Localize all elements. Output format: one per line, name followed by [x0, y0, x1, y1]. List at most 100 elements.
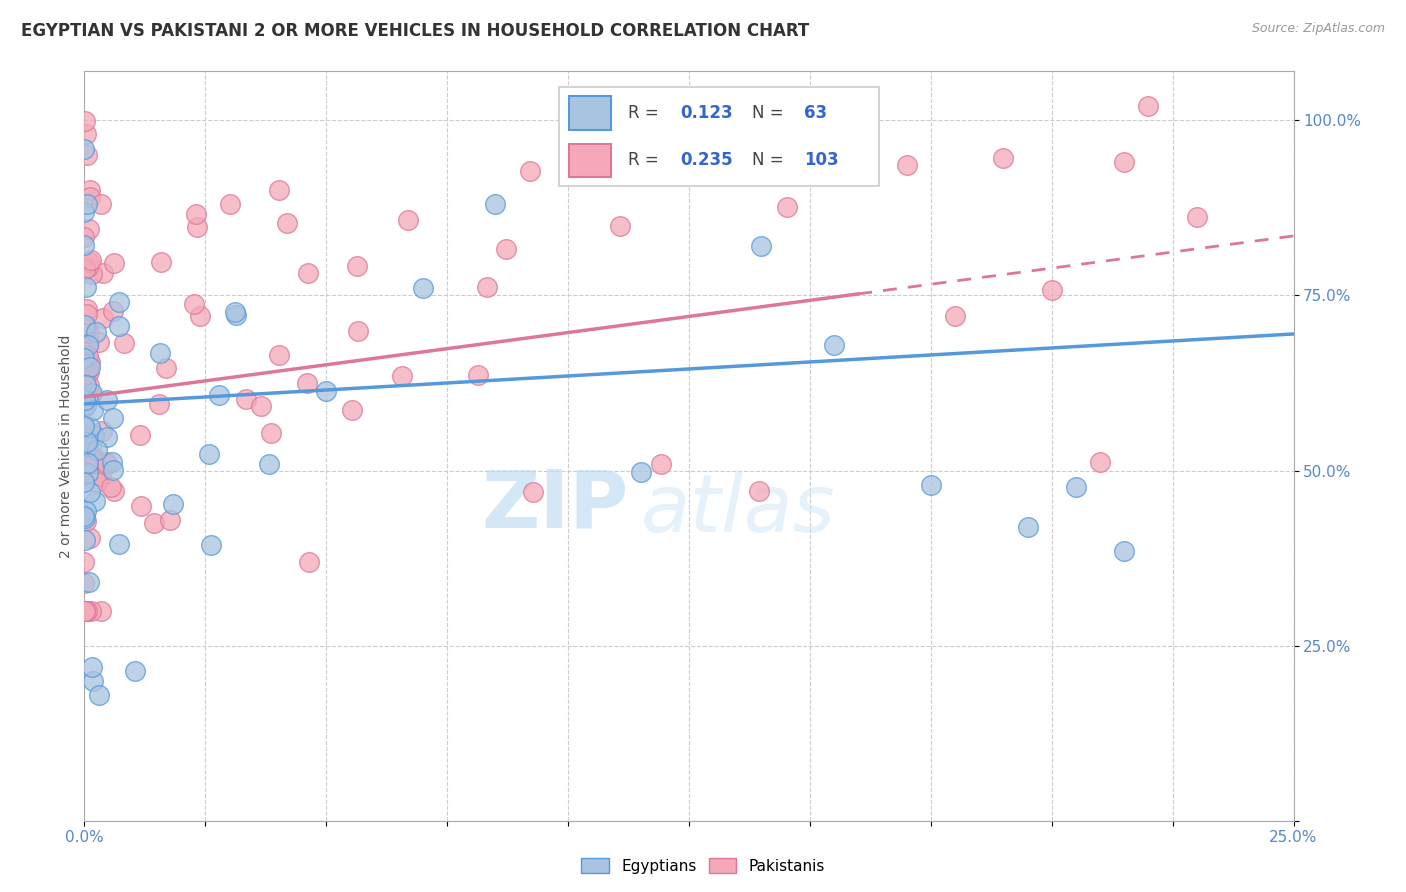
Point	[257, 458, 280, 472]
Point	[79, 359, 101, 374]
Point	[84, 326, 107, 340]
Point	[103, 462, 125, 476]
Point	[73, 555, 96, 569]
Point	[90, 197, 112, 211]
Point	[75, 603, 97, 617]
Point	[124, 665, 146, 679]
Point	[475, 280, 498, 294]
Point	[73, 533, 96, 547]
Point	[823, 338, 845, 352]
Point	[73, 391, 96, 405]
Point	[73, 143, 96, 157]
Point	[235, 392, 257, 406]
Point	[82, 403, 104, 417]
Point	[90, 469, 112, 483]
Point	[76, 301, 98, 316]
Point	[80, 425, 103, 440]
Point	[269, 348, 291, 362]
Point	[75, 376, 97, 391]
Point	[79, 253, 101, 268]
Point	[391, 369, 413, 384]
Point	[75, 365, 97, 379]
Point	[315, 384, 337, 399]
Point	[73, 113, 96, 128]
Point	[776, 200, 799, 214]
Point	[75, 280, 97, 294]
Point	[76, 260, 98, 275]
Point	[79, 484, 101, 499]
Point	[82, 267, 104, 281]
Point	[77, 338, 100, 352]
Point	[150, 255, 173, 269]
Point	[484, 197, 506, 211]
Point	[107, 318, 129, 333]
Point	[267, 183, 290, 197]
Point	[76, 603, 98, 617]
Point	[75, 127, 97, 141]
Point	[103, 255, 125, 269]
Point	[73, 238, 96, 252]
Point	[297, 266, 319, 280]
Point	[76, 367, 98, 381]
Point	[77, 349, 100, 363]
Point	[519, 164, 541, 178]
Point	[207, 387, 229, 401]
Text: atlas: atlas	[641, 471, 835, 549]
Point	[1114, 154, 1136, 169]
Point	[184, 207, 207, 221]
Point	[73, 575, 96, 590]
Point	[396, 213, 419, 227]
Point	[650, 457, 672, 471]
Point	[100, 480, 122, 494]
Point	[80, 441, 103, 455]
Point	[346, 324, 368, 338]
Point	[101, 411, 124, 425]
Point	[630, 465, 652, 479]
Point	[920, 477, 942, 491]
Point	[148, 397, 170, 411]
Point	[586, 154, 609, 169]
Point	[87, 468, 110, 483]
Point	[73, 475, 96, 490]
Point	[96, 458, 118, 472]
Point	[522, 484, 544, 499]
Point	[79, 355, 101, 369]
Point	[224, 304, 246, 318]
Point	[87, 334, 110, 349]
Point	[83, 493, 105, 508]
Point	[73, 419, 96, 434]
Point	[276, 217, 298, 231]
Point	[260, 426, 283, 441]
Point	[79, 531, 101, 545]
Point	[993, 151, 1015, 165]
Point	[129, 427, 152, 442]
Point	[77, 377, 100, 392]
Point	[86, 442, 108, 457]
Point	[73, 229, 96, 244]
Point	[75, 398, 97, 412]
Point	[77, 466, 100, 480]
Point	[198, 447, 221, 461]
Point	[467, 368, 489, 382]
Point	[249, 399, 271, 413]
Point	[96, 393, 118, 408]
Point	[75, 321, 97, 335]
Legend: Egyptians, Pakistanis: Egyptians, Pakistanis	[575, 852, 831, 880]
Point	[77, 254, 100, 268]
Point	[101, 455, 124, 469]
Point	[76, 148, 98, 162]
Text: ZIP: ZIP	[481, 467, 628, 545]
Point	[143, 516, 166, 531]
Point	[186, 219, 208, 234]
Point	[200, 538, 222, 552]
Point	[75, 335, 97, 350]
Point	[75, 514, 97, 528]
Point	[297, 376, 319, 391]
Point	[73, 262, 96, 277]
Point	[346, 260, 368, 274]
Point	[77, 457, 100, 471]
Point	[1114, 544, 1136, 558]
Point	[91, 267, 114, 281]
Point	[129, 500, 152, 514]
Point	[748, 483, 770, 498]
